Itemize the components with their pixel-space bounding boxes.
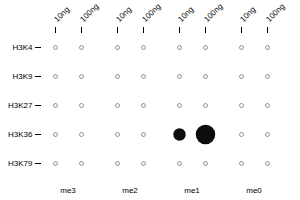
svg-text:10ng: 10ng bbox=[238, 5, 257, 24]
svg-text:100ng: 100ng bbox=[140, 2, 162, 24]
svg-text:100ng: 100ng bbox=[202, 2, 224, 24]
svg-text:10ng: 10ng bbox=[114, 5, 133, 24]
svg-text:10ng: 10ng bbox=[52, 5, 71, 24]
svg-text:me3: me3 bbox=[60, 186, 76, 195]
svg-text:me2: me2 bbox=[122, 186, 138, 195]
svg-text:10ng: 10ng bbox=[176, 5, 195, 24]
svg-text:100ng: 100ng bbox=[264, 2, 286, 24]
svg-text:H3K4: H3K4 bbox=[12, 43, 33, 52]
svg-text:H3K27: H3K27 bbox=[8, 101, 33, 110]
svg-text:me1: me1 bbox=[184, 186, 200, 195]
svg-text:H3K36: H3K36 bbox=[8, 130, 33, 139]
svg-text:me0: me0 bbox=[246, 186, 262, 195]
svg-text:H3K79: H3K79 bbox=[8, 159, 33, 168]
svg-text:100ng: 100ng bbox=[78, 2, 100, 24]
svg-text:H3K9: H3K9 bbox=[12, 72, 33, 81]
